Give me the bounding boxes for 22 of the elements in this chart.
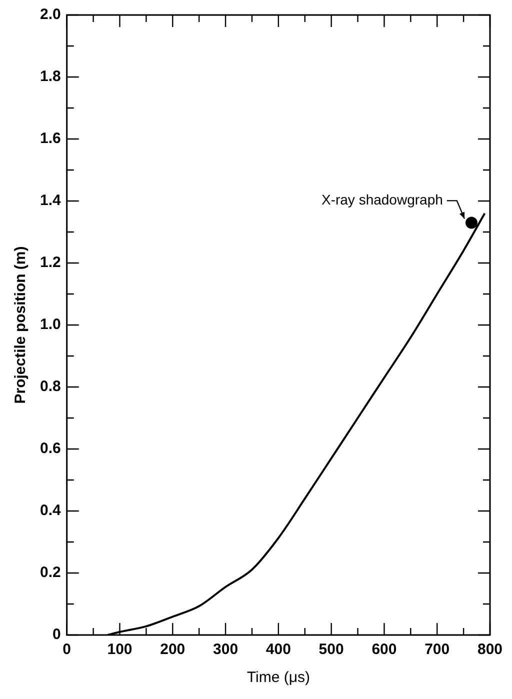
y-axis-title: Projectile position (m) — [12, 246, 30, 404]
x-tick-label: 600 — [372, 641, 397, 658]
y-tick-label: 0.4 — [40, 502, 62, 520]
y-tick-label: 1.4 — [40, 192, 62, 210]
annotation: X-ray shadowgraph — [321, 192, 443, 208]
y-tick-label: 2.0 — [40, 6, 61, 24]
y-tick-label: 1.8 — [40, 68, 61, 86]
x-tick-label: 300 — [213, 641, 238, 658]
x-axis-title: Time (μs) — [246, 669, 310, 686]
y-tick-label: 0.2 — [40, 564, 61, 582]
y-tick-label: 1.2 — [40, 254, 61, 272]
x-tick-label: 800 — [477, 641, 503, 658]
x-tick-label: 500 — [318, 641, 344, 658]
x-tick-label: 400 — [266, 641, 291, 658]
y-tick-label: 0.8 — [40, 378, 61, 396]
x-tick-label: 100 — [107, 641, 132, 658]
y-tick-label: 0 — [52, 626, 61, 644]
y-tick-label: 1.0 — [40, 316, 61, 334]
x-tick-label: 700 — [424, 641, 450, 658]
y-tick-label: 1.6 — [40, 130, 61, 148]
x-tick-label: 200 — [160, 641, 186, 658]
y-tick-label: 0.6 — [40, 440, 61, 458]
